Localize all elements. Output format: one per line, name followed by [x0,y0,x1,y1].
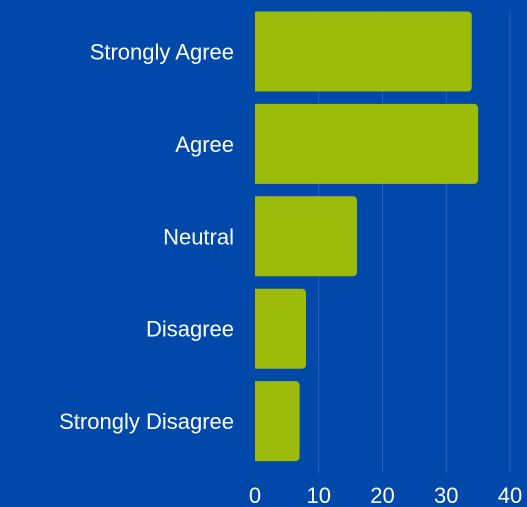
category-label: Neutral [163,224,234,249]
axis-mask [0,0,255,507]
bar-agree [251,103,479,184]
bar-strongly-agree [251,11,472,92]
x-tick-label: 0 [249,483,261,507]
category-label: Disagree [146,317,234,342]
x-tick-label: 40 [498,483,522,507]
bar-disagree [251,288,306,369]
x-tick-label: 30 [434,483,458,507]
bar-strongly-disagree [251,381,300,462]
category-label: Strongly Agree [90,40,234,65]
category-label: Agree [175,132,234,157]
x-tick-label: 20 [370,483,394,507]
category-label: Strongly Disagree [59,409,234,434]
bars [0,0,479,507]
category-labels: Strongly Agree Agree Neutral Disagree Strong… [59,40,234,435]
x-tick-label: 10 [307,483,331,507]
bar-neutral [251,196,357,277]
x-axis-ticks: 0 10 20 30 40 [249,483,522,507]
